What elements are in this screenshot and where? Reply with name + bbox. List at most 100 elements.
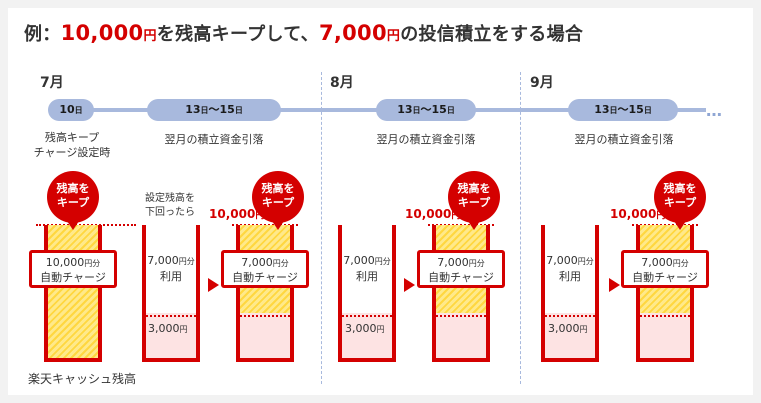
balance-column-used-september: [541, 225, 599, 362]
used-text: 利用: [160, 270, 182, 283]
pill-from-day: 13: [594, 103, 610, 116]
pill-from-day: 13: [185, 103, 201, 116]
headline-prefix: 例：: [24, 24, 61, 45]
bubble-line1: 残高を: [663, 182, 697, 195]
pill-unit: 日: [609, 106, 618, 115]
used-text: 利用: [356, 270, 378, 283]
used-unit: 円分: [178, 257, 195, 266]
arrow-right-icon: [208, 278, 219, 292]
used-unit: 円分: [577, 257, 594, 266]
charge-label: 自動チャージ: [232, 271, 298, 284]
pill-to-day: 15: [431, 103, 447, 116]
used-label-july: 7,000円分利用: [136, 253, 206, 284]
charge-label: 自動チャージ: [428, 271, 494, 284]
setting-label-line2: チャージ設定時: [33, 146, 111, 159]
remaining-area: [545, 313, 595, 358]
note-line2: 下回ったら: [145, 207, 195, 218]
headline: 例：10,000円を残高キープして、7,000円の投信積立をする場合: [24, 20, 583, 46]
balance-column-used-august: [338, 225, 396, 362]
pill-unit: 日: [446, 106, 455, 115]
remaining-level-line: [640, 315, 690, 317]
used-text: 利用: [559, 270, 581, 283]
pill-from-day: 13: [397, 103, 413, 116]
balance-column-recharged-september: [636, 225, 694, 362]
balance-column-used-july: [142, 225, 200, 362]
level-amount: 3,000: [345, 322, 377, 335]
auto-charge-box-initial: 10,000円分 自動チャージ: [29, 250, 117, 288]
pill-sep: ～: [208, 103, 220, 116]
keep-balance-bubble: 残高を キープ: [654, 171, 706, 230]
bubble-line1: 残高を: [56, 182, 90, 195]
month-september: 9月: [530, 75, 554, 91]
auto-charge-box-august: 7,000円分自動チャージ: [417, 250, 505, 288]
pill-day-range-august: 13日～15日: [376, 99, 476, 121]
level-amount: 10,000: [209, 207, 256, 221]
headline-keep-amount: 10,000: [60, 21, 144, 45]
setting-label: 残高キープ チャージ設定時: [22, 130, 122, 160]
level-amount: 3,000: [148, 322, 180, 335]
below-setting-note: 設定残高を 下回ったら: [135, 192, 205, 220]
level-10000-september: 10,000円: [610, 207, 665, 221]
bubble-line1: 残高を: [261, 182, 295, 195]
debit-label-august: 翌月の積立資金引落: [376, 133, 476, 146]
month-divider: [321, 72, 322, 384]
bubble-line2: キープ: [261, 196, 295, 209]
remaining-level-line: [146, 315, 196, 317]
used-label-august: 7,000円分 利用: [332, 253, 402, 284]
level-unit: 円: [579, 325, 588, 334]
pill-day-10: 10日: [48, 99, 94, 121]
auto-charge-box-september: 7,000円分自動チャージ: [621, 250, 709, 288]
month-divider: [520, 72, 521, 384]
charge-amount: 7,000: [437, 256, 469, 269]
remaining-area: [146, 313, 196, 358]
headline-suffix: の投信積立をする場合: [400, 24, 584, 45]
remaining-level-line: [240, 315, 290, 317]
level-unit: 円: [179, 325, 188, 334]
balance-column-initial: [44, 225, 102, 362]
charge-amount: 7,000: [641, 256, 673, 269]
remaining-area: [436, 313, 486, 358]
pill-unit: 日: [234, 106, 243, 115]
remaining-level-line: [342, 315, 392, 317]
remaining-area: [342, 313, 392, 358]
timeline-continue-dots: …: [706, 101, 723, 120]
remaining-area: [640, 313, 690, 358]
bubble-line2: キープ: [56, 196, 90, 209]
level-amount: 10,000: [405, 207, 452, 221]
arrow-right-icon: [609, 278, 620, 292]
used-amount: 7,000: [147, 254, 179, 267]
charge-amount: 7,000: [241, 256, 273, 269]
remaining-level-line: [545, 315, 595, 317]
pill-unit: 日: [200, 106, 209, 115]
balance-column-recharged-july: [236, 225, 294, 362]
charge-unit: 円分: [672, 259, 689, 268]
pill-day: 10: [59, 103, 75, 116]
keep-balance-bubble: 残高を キープ: [47, 171, 99, 230]
level-amount: 3,000: [548, 322, 580, 335]
used-amount: 7,000: [546, 254, 578, 267]
auto-charge-box-july: 7,000円分 自動チャージ: [221, 250, 309, 288]
headline-yen-2: 円: [386, 29, 401, 44]
debit-label-july: 翌月の積立資金引落: [164, 133, 264, 146]
keep-balance-bubble: 残高を キープ: [252, 171, 304, 230]
pill-unit: 日: [643, 106, 652, 115]
arrow-right-icon: [404, 278, 415, 292]
bubble-line1: 残高を: [457, 182, 491, 195]
level-amount: 10,000: [610, 207, 657, 221]
keep-balance-bubble: 残高を キープ: [448, 171, 500, 230]
bubble-line2: キープ: [457, 196, 491, 209]
month-august: 8月: [330, 75, 354, 91]
charge-unit: 円分: [468, 259, 485, 268]
charge-label: 自動チャージ: [632, 271, 698, 284]
used-unit: 円分: [374, 257, 391, 266]
pill-sep: ～: [420, 103, 432, 116]
headline-middle: を残高キープして、: [156, 24, 319, 45]
level-unit: 円: [376, 325, 385, 334]
level-unit: 円: [656, 211, 666, 221]
remaining-area: [240, 313, 290, 358]
month-july: 7月: [40, 75, 64, 91]
charge-label: 自動チャージ: [40, 271, 106, 284]
pill-sep: ～: [617, 103, 629, 116]
level-3000-august: 3,000円: [345, 322, 385, 335]
pill-unit: 日: [412, 106, 421, 115]
